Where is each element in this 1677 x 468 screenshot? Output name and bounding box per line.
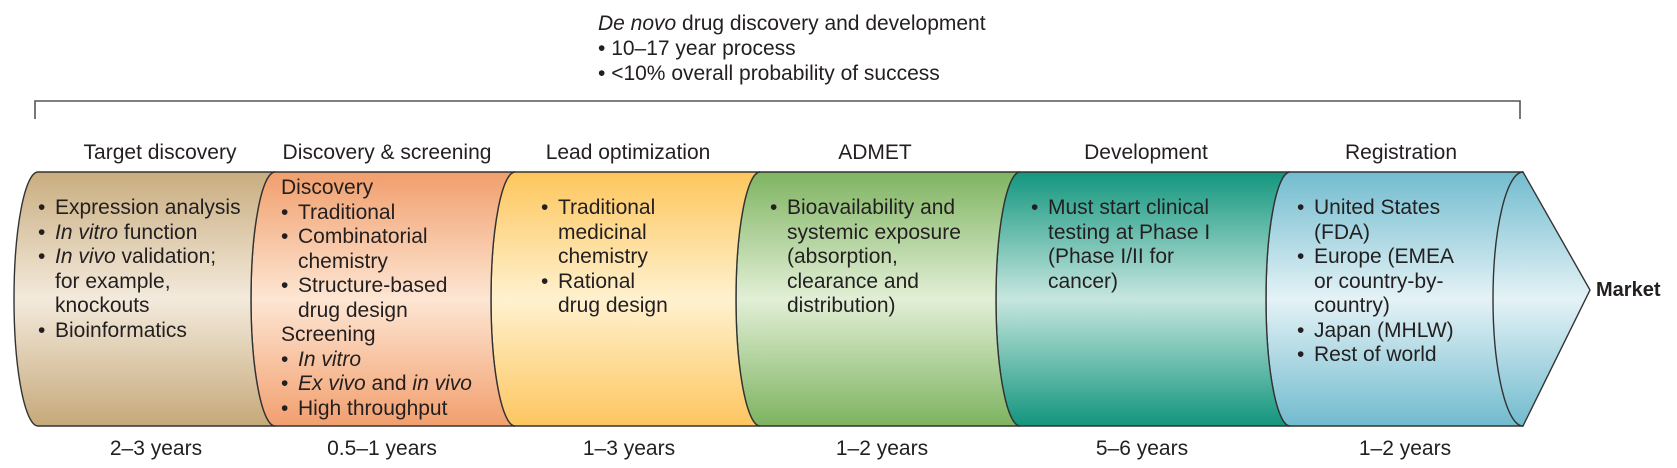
list-item: High throughput <box>281 397 472 422</box>
list-item: Expression analysis <box>38 196 241 221</box>
list-item: Japan (MHLW) <box>1297 319 1454 344</box>
discovery-screening-content: Discovery Traditional Combinatorialchemi… <box>281 176 472 421</box>
target-discovery-content: Expression analysis In vitro function In… <box>38 196 241 343</box>
stage-title: Discovery & screening <box>282 141 492 164</box>
section-heading: Screening <box>281 323 376 346</box>
stage-title: Registration <box>1344 141 1458 164</box>
stage-duration: 1–2 years <box>1358 437 1452 460</box>
header-title-italic: De novo <box>598 12 677 35</box>
list-item: Traditional <box>281 201 472 226</box>
stage-duration: 0.5–1 years <box>327 437 437 460</box>
list-item: Rest of world <box>1297 343 1454 368</box>
header-bullet: • <10% overall probability of success <box>598 62 940 85</box>
header-title: De novo drug discovery and development <box>598 11 986 36</box>
stage-duration: 5–6 years <box>1095 437 1189 460</box>
arrow-inner-curve <box>1492 171 1524 427</box>
stage-title: ADMET <box>838 141 912 164</box>
header-bullet: • 10–17 year process <box>598 37 796 60</box>
stage-title: Target discovery <box>83 141 237 164</box>
stage-duration: 1–3 years <box>582 437 676 460</box>
stage-title: Lead optimization <box>545 141 711 164</box>
header-bracket <box>34 100 1521 119</box>
list-item: Ex vivo and in vivo <box>281 372 472 397</box>
list-item: In vitro <box>281 348 472 373</box>
list-item: In vivo validation;for example,knockouts <box>38 245 241 319</box>
section-heading: Discovery <box>281 176 374 199</box>
market-label: Market <box>1596 279 1661 301</box>
stage-duration: 1–2 years <box>835 437 929 460</box>
header-title-rest: drug discovery and development <box>676 12 986 35</box>
stage-duration: 2–3 years <box>109 437 203 460</box>
list-item: United States(FDA) <box>1297 196 1454 245</box>
list-item: In vitro function <box>38 221 241 246</box>
stage-title: Development <box>1084 141 1208 164</box>
list-item: Bioinformatics <box>38 319 241 344</box>
